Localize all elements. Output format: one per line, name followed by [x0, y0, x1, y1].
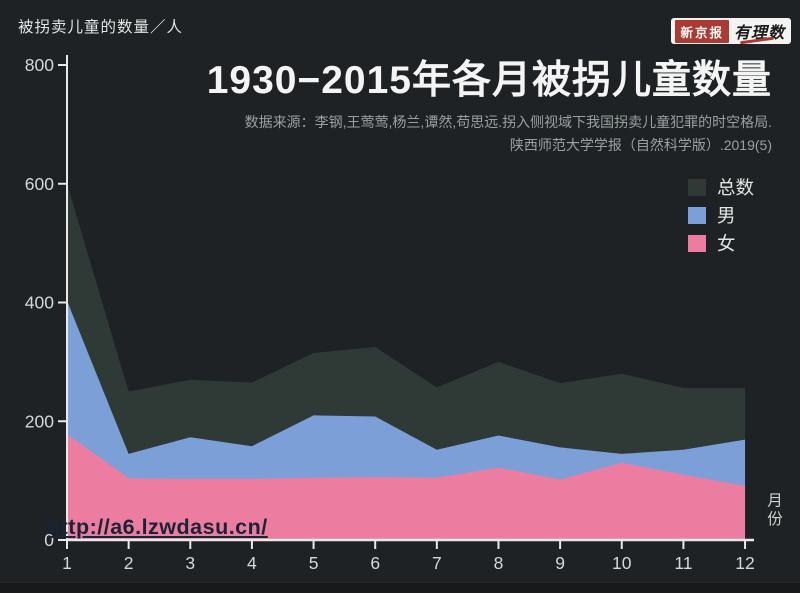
x-tick-label: 6 — [370, 553, 380, 573]
x-tick-label: 11 — [674, 553, 692, 573]
data-source-block: 数据来源：李钢,王莺莺,杨兰,谭然,苟思远.拐入侧视域下我国拐卖儿童犯罪的时空格… — [207, 111, 772, 156]
x-tick-label: 8 — [494, 553, 504, 573]
chart-title: 1930−2015年各月被拐儿童数量 — [206, 59, 772, 102]
legend-item-total: 总数 — [688, 177, 754, 198]
y-axis-title: 被拐卖儿童的数量／人 — [18, 19, 184, 36]
x-tick-label: 3 — [185, 553, 195, 573]
legend-label-total: 总数 — [717, 177, 755, 198]
x-tick-label: 9 — [555, 553, 565, 573]
legend-swatch-male — [688, 206, 706, 224]
legend-swatch-total — [688, 178, 706, 196]
area-female — [67, 434, 746, 540]
x-tick-label: 5 — [309, 553, 319, 573]
legend-item-female: 女 — [688, 233, 754, 254]
footer-strip — [0, 582, 800, 593]
y-tick-label: 600 — [25, 174, 54, 194]
legend-label-male: 男 — [717, 205, 736, 226]
x-tick-label: 1 — [62, 553, 72, 573]
logo-brand-box: 新京报 — [675, 19, 729, 43]
publisher-logo: 新京报 有理数 — [671, 18, 791, 45]
legend-item-male: 男 — [688, 205, 754, 226]
data-source-line-2: 陕西师范大学学报（自然科学版）.2019(5) — [509, 136, 772, 153]
watermark-url: http://a6.lzwdasu.cn/ — [47, 515, 268, 539]
x-tick-label: 10 — [612, 553, 632, 573]
x-axis-title: 月份 — [765, 492, 782, 529]
legend-label-female: 女 — [717, 233, 736, 254]
x-tick-label: 4 — [247, 553, 257, 573]
x-tick-label: 12 — [735, 553, 754, 573]
legend-swatch-female — [688, 234, 706, 252]
y-tick-label: 800 — [25, 55, 54, 75]
x-tick-label: 2 — [124, 553, 134, 573]
chart-header: 1930−2015年各月被拐儿童数量 数据来源：李钢,王莺莺,杨兰,谭然,苟思远… — [206, 59, 772, 156]
y-tick-label: 200 — [25, 411, 54, 431]
logo-brand-script: 有理数 — [734, 19, 785, 45]
chart-legend: 总数 男 女 — [688, 177, 754, 254]
data-source-line-1: 数据来源：李钢,王莺莺,杨兰,谭然,苟思远.拐入侧视域下我国拐卖儿童犯罪的时空格… — [244, 114, 772, 131]
y-tick-label: 400 — [25, 293, 54, 313]
y-tick-label: 0 — [44, 530, 54, 550]
x-tick-label: 7 — [432, 553, 442, 573]
